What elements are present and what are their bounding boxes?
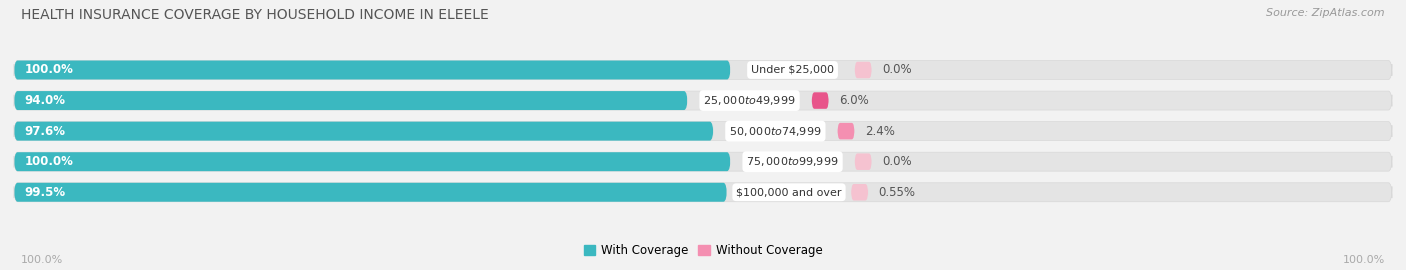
FancyBboxPatch shape (14, 152, 731, 171)
FancyBboxPatch shape (811, 92, 828, 109)
FancyBboxPatch shape (14, 122, 1392, 141)
Text: 100.0%: 100.0% (1343, 255, 1385, 265)
Text: Source: ZipAtlas.com: Source: ZipAtlas.com (1267, 8, 1385, 18)
Text: $25,000 to $49,999: $25,000 to $49,999 (703, 94, 796, 107)
Text: 2.4%: 2.4% (865, 125, 894, 138)
Text: 99.5%: 99.5% (24, 186, 66, 199)
FancyBboxPatch shape (14, 122, 713, 141)
FancyBboxPatch shape (14, 91, 1392, 110)
FancyBboxPatch shape (851, 184, 869, 201)
FancyBboxPatch shape (855, 62, 872, 78)
Text: 97.6%: 97.6% (24, 125, 66, 138)
Text: 0.55%: 0.55% (879, 186, 915, 199)
FancyBboxPatch shape (14, 183, 1392, 202)
Text: 6.0%: 6.0% (839, 94, 869, 107)
Text: 0.0%: 0.0% (882, 155, 911, 168)
FancyBboxPatch shape (838, 123, 855, 139)
Legend: With Coverage, Without Coverage: With Coverage, Without Coverage (579, 239, 827, 261)
FancyBboxPatch shape (14, 183, 727, 202)
Text: $50,000 to $74,999: $50,000 to $74,999 (730, 125, 821, 138)
Text: $75,000 to $99,999: $75,000 to $99,999 (747, 155, 839, 168)
Text: 100.0%: 100.0% (24, 63, 73, 76)
Text: 100.0%: 100.0% (21, 255, 63, 265)
FancyBboxPatch shape (14, 91, 688, 110)
FancyBboxPatch shape (14, 152, 1392, 171)
FancyBboxPatch shape (855, 153, 872, 170)
Text: $100,000 and over: $100,000 and over (737, 187, 842, 197)
Text: 100.0%: 100.0% (24, 155, 73, 168)
Text: HEALTH INSURANCE COVERAGE BY HOUSEHOLD INCOME IN ELEELE: HEALTH INSURANCE COVERAGE BY HOUSEHOLD I… (21, 8, 489, 22)
Text: Under $25,000: Under $25,000 (751, 65, 834, 75)
Text: 94.0%: 94.0% (24, 94, 66, 107)
FancyBboxPatch shape (14, 60, 731, 79)
FancyBboxPatch shape (14, 60, 1392, 79)
Text: 0.0%: 0.0% (882, 63, 911, 76)
